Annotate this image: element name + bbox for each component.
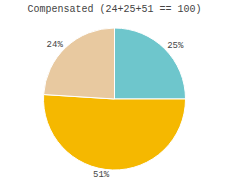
- svg-text:25%: 25%: [167, 41, 184, 51]
- svg-text:51%: 51%: [93, 170, 110, 180]
- svg-text:Compensated (24+25+51 == 100): Compensated (24+25+51 == 100): [27, 4, 201, 15]
- svg-text:24%: 24%: [47, 40, 64, 50]
